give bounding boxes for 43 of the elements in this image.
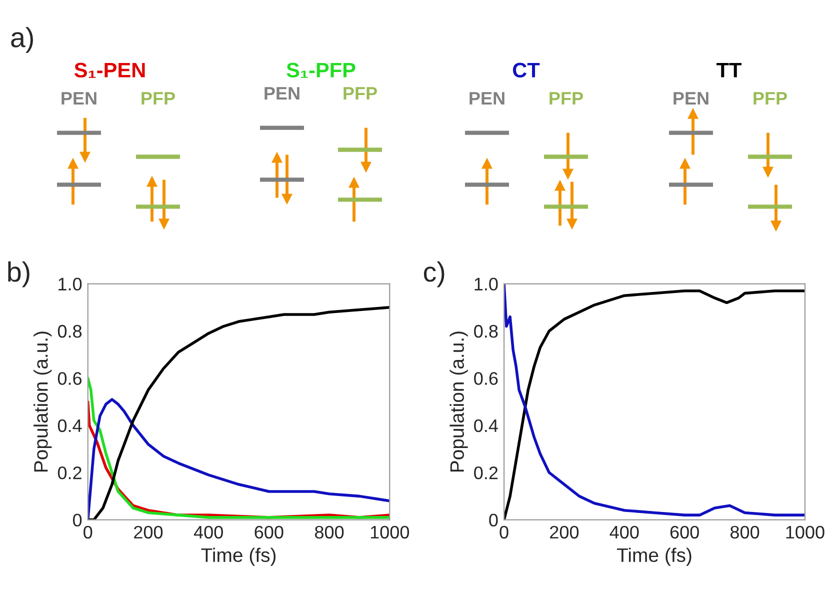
x-tick-label: 200	[550, 526, 579, 539]
y-tick-label: 0.2	[58, 466, 82, 480]
x-tick-label: 800	[730, 526, 760, 539]
y-tick-label: 0	[72, 514, 82, 527]
x-tick-label: 1000	[370, 526, 410, 539]
x-tick-label: 1000	[786, 526, 824, 539]
text: S₁-PEN	[74, 62, 145, 78]
text: PEN	[470, 92, 504, 105]
text: b)	[8, 261, 30, 288]
text: PEN	[674, 92, 708, 105]
y-tick-label: 0.8	[58, 324, 82, 338]
x-tick-label: 200	[134, 526, 163, 539]
text: S₁-PFP	[286, 62, 356, 78]
text: c)	[424, 261, 444, 288]
y-tick-label: 1.0	[474, 278, 498, 291]
x-tick-label: 0	[84, 526, 92, 539]
y-tick-label: 0.6	[58, 372, 82, 385]
text: PFP	[344, 87, 377, 100]
x-tick-label: 800	[315, 526, 344, 539]
y-tick-label: 1.0	[58, 278, 82, 291]
text: PFP	[550, 92, 583, 105]
y-tick-label: 0.6	[474, 372, 498, 385]
y-tick-label: 0	[489, 514, 498, 527]
text: PEN	[62, 92, 96, 105]
y-axis-title: Population (a.u.)	[450, 332, 468, 472]
y-tick-label: 0.8	[474, 324, 498, 338]
x-tick-label: 400	[610, 526, 639, 539]
x-tick-label: 400	[194, 526, 223, 539]
y-axis-title: Population (a.u.)	[34, 332, 52, 472]
y-tick-label: 0.4	[474, 419, 498, 432]
text: PFP	[754, 92, 787, 105]
x-tick-label: 600	[670, 526, 699, 539]
y-tick-label: 0.4	[58, 419, 82, 432]
text: a)	[11, 26, 33, 53]
x-tick-label: 600	[254, 526, 284, 539]
text: TT	[716, 62, 742, 78]
text: CT	[512, 62, 540, 78]
y-tick-label: 0.2	[474, 466, 498, 480]
x-axis-title: Time (fs)	[616, 548, 692, 566]
x-axis-title: Time (fs)	[201, 548, 276, 566]
text: PEN	[264, 87, 300, 100]
x-tick-label: 0	[500, 526, 508, 539]
text: PFP	[142, 92, 175, 105]
